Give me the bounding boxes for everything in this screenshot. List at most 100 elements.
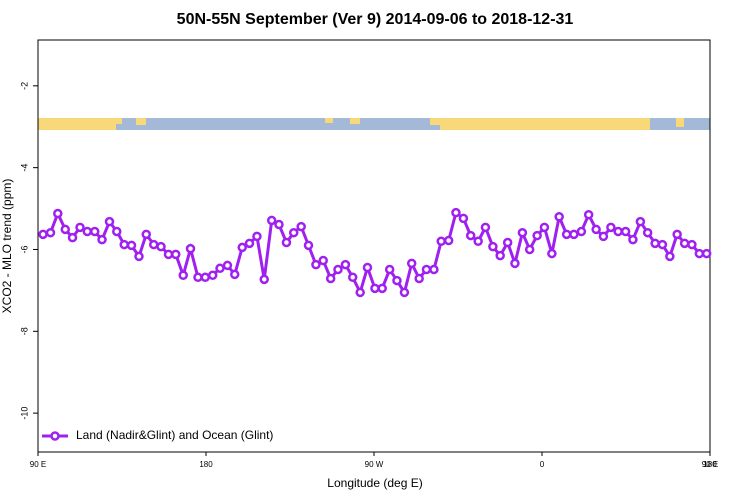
- data-point: [134, 251, 144, 262]
- data-point: [370, 283, 380, 294]
- data-point: [694, 248, 705, 259]
- data-point: [193, 272, 203, 283]
- data-point: [687, 239, 697, 250]
- data-point: [606, 222, 616, 233]
- data-point: [377, 283, 387, 294]
- data-point: [82, 226, 93, 237]
- data-point: [672, 229, 682, 240]
- data-point: [119, 239, 129, 250]
- data-point: [524, 244, 535, 255]
- data-point: [488, 241, 498, 252]
- y-tick-label: -2: [19, 82, 29, 90]
- x-tick-label: 90 E: [30, 460, 46, 469]
- data-point: [657, 239, 668, 250]
- data-point: [628, 234, 638, 245]
- data-point: [406, 258, 417, 269]
- data-point: [141, 229, 152, 240]
- data-point: [171, 249, 181, 260]
- data-point: [591, 224, 601, 235]
- data-point: [429, 264, 439, 275]
- data-point: [237, 242, 247, 253]
- data-point: [502, 237, 513, 248]
- land-ocean-band: [38, 118, 710, 130]
- data-point: [414, 273, 424, 284]
- data-point: [347, 272, 358, 283]
- data-point: [458, 213, 469, 224]
- data-point: [266, 215, 277, 226]
- data-point: [642, 227, 653, 238]
- data-point: [156, 241, 166, 252]
- x-tick-label: 0: [540, 460, 545, 469]
- data-point: [178, 270, 188, 281]
- data-point: [207, 270, 218, 281]
- legend-marker: [50, 431, 60, 441]
- x-axis-label: Longitude (deg E): [327, 476, 422, 490]
- data-point: [355, 287, 365, 298]
- data-point: [539, 222, 550, 233]
- data-point: [583, 209, 594, 220]
- data-point: [53, 208, 63, 219]
- data-point: [60, 224, 71, 235]
- data-point: [303, 240, 314, 251]
- data-point: [635, 216, 646, 227]
- data-point: [480, 222, 491, 233]
- data-point: [215, 263, 225, 274]
- data-point: [244, 238, 255, 249]
- data-point: [333, 264, 343, 275]
- data-point: [126, 240, 137, 251]
- legend-label: Land (Nadir&Glint) and Ocean (Glint): [76, 428, 273, 442]
- data-point: [311, 259, 321, 270]
- data-point: [532, 230, 542, 241]
- data-point: [561, 229, 572, 240]
- x-tick-label: 90 E: [702, 460, 718, 469]
- data-point: [465, 230, 476, 241]
- data-point: [495, 250, 505, 261]
- data-point: [576, 226, 587, 237]
- y-tick-label: -4: [19, 164, 29, 172]
- data-point: [185, 243, 196, 254]
- data-point: [554, 211, 564, 222]
- data-point: [67, 232, 78, 243]
- data-point: [222, 260, 233, 271]
- data-point: [318, 255, 328, 266]
- data-point: [510, 258, 520, 269]
- data-point: [274, 219, 284, 230]
- data-point: [421, 264, 432, 275]
- data-point: [45, 227, 56, 238]
- y-tick-label: -10: [19, 407, 29, 420]
- data-point: [163, 249, 174, 260]
- data-point: [362, 262, 373, 273]
- y-tick-label: -8: [19, 327, 29, 335]
- data-point: [443, 235, 454, 246]
- data-point: [598, 231, 609, 242]
- data-point: [75, 222, 85, 233]
- data-point: [288, 227, 299, 238]
- y-tick-label: -6: [19, 245, 29, 253]
- x-tick-label: 90 W: [365, 460, 384, 469]
- data-point: [229, 269, 240, 280]
- data-point: [399, 287, 410, 298]
- data-point: [89, 226, 100, 237]
- data-point: [436, 236, 446, 247]
- data-point: [104, 216, 115, 227]
- x-tick-label: 180: [199, 460, 213, 469]
- data-point: [679, 238, 690, 249]
- data-point: [340, 259, 351, 270]
- data-point: [252, 231, 262, 242]
- data-point: [112, 226, 122, 237]
- data-point: [384, 264, 395, 275]
- chart-title: 50N-55N September (Ver 9) 2014-09-06 to …: [177, 11, 574, 28]
- data-point: [701, 248, 712, 259]
- data-point: [148, 239, 159, 250]
- data-point: [517, 227, 528, 238]
- data-point: [296, 221, 306, 232]
- data-point: [97, 234, 107, 245]
- data-point: [281, 237, 292, 248]
- data-point: [613, 226, 623, 237]
- data-point: [259, 274, 269, 285]
- y-axis-label: XCO2 - MLO trend (ppm): [0, 179, 14, 314]
- data-point: [392, 275, 402, 286]
- plot-frame: [37, 39, 711, 453]
- data-point: [620, 226, 631, 237]
